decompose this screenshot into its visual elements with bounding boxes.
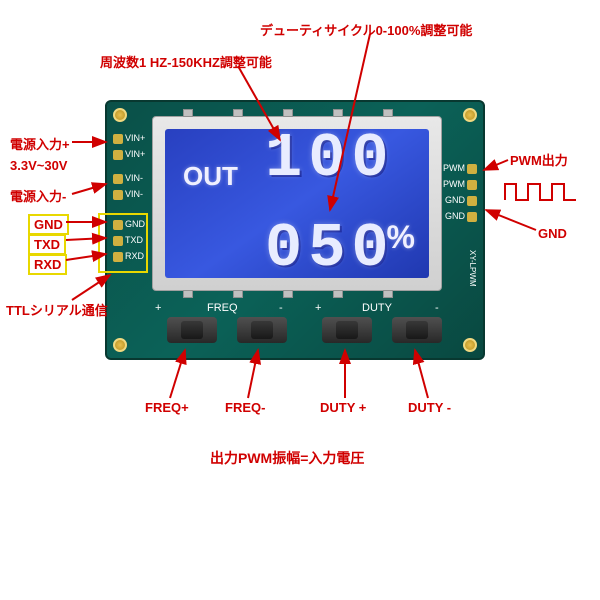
pin-pad [113, 150, 123, 160]
label-rxd: RXD [28, 254, 67, 275]
button-freq-minus[interactable] [237, 317, 287, 343]
label-freq-minus: FREQ- [225, 400, 265, 415]
lcd-freq-value: 100 [265, 123, 395, 194]
label-gnd: GND [28, 214, 69, 235]
pin-pad [467, 212, 477, 222]
label-duty-minus: DUTY - [408, 400, 451, 415]
pwm-wave-icon [504, 180, 584, 204]
mounting-hole [463, 108, 477, 122]
pin-pad [113, 220, 123, 230]
pin-pad [113, 134, 123, 144]
pin-label: PWM [443, 179, 465, 189]
silk-duty: DUTY [362, 302, 392, 314]
pin-label: GND [445, 211, 465, 221]
label-ttl: TTLシリアル通信 [6, 300, 108, 319]
label-txd: TXD [28, 234, 66, 255]
pcb-board: VIN+ VIN+ VIN- VIN- GND TXD RXD PWM PWM … [105, 100, 485, 360]
mounting-hole [463, 338, 477, 352]
label-freq-plus: FREQ+ [145, 400, 189, 415]
pin-label: TXD [125, 235, 143, 245]
silk-freq: FREQ [207, 302, 238, 314]
label-duty-adjust: デューティサイクル0-100%調整可能 [260, 20, 472, 39]
label-pwm-out: PWM出力 [510, 150, 568, 169]
label-duty-plus: DUTY + [320, 400, 366, 415]
label-voltage-range: 3.3V~30V [10, 158, 67, 173]
label-vin-plus: 電源入力+ [10, 134, 70, 153]
pin-label: GND [445, 195, 465, 205]
pin-label: RXD [125, 251, 144, 261]
pin-pad [113, 174, 123, 184]
silk-plus: + [155, 302, 161, 314]
pin-label: VIN+ [125, 149, 145, 159]
pin-label: VIN+ [125, 133, 145, 143]
button-duty-minus[interactable] [392, 317, 442, 343]
pin-label: GND [125, 219, 145, 229]
lcd-duty-value: 050 [265, 213, 395, 284]
pin-pad [467, 180, 477, 190]
pin-pad [113, 236, 123, 246]
mounting-hole [113, 338, 127, 352]
button-freq-plus[interactable] [167, 317, 217, 343]
pin-pad [113, 190, 123, 200]
label-amplitude: 出力PWM振幅=入力電圧 [210, 448, 364, 468]
button-duty-plus[interactable] [322, 317, 372, 343]
silk-plus: + [315, 302, 321, 314]
pin-pad [467, 196, 477, 206]
lcd-percent: % [387, 219, 415, 256]
lcd-frame: OUT 100 050 % [152, 116, 442, 291]
lcd-screen: OUT 100 050 % [165, 129, 429, 278]
pin-pad [467, 164, 477, 174]
pin-label: VIN- [125, 173, 143, 183]
label-gnd-right: GND [538, 226, 567, 241]
label-vin-minus: 電源入力- [10, 186, 66, 205]
silk-minus: - [279, 302, 283, 314]
silk-model: XY-LPWM [468, 250, 477, 287]
pin-pad [113, 252, 123, 262]
mounting-hole [113, 108, 127, 122]
lcd-out-label: OUT [183, 161, 238, 192]
label-freq-adjust: 周波数1 HZ-150KHZ調整可能 [100, 52, 272, 71]
silk-minus: - [435, 302, 439, 314]
pin-label: PWM [443, 163, 465, 173]
pin-label: VIN- [125, 189, 143, 199]
